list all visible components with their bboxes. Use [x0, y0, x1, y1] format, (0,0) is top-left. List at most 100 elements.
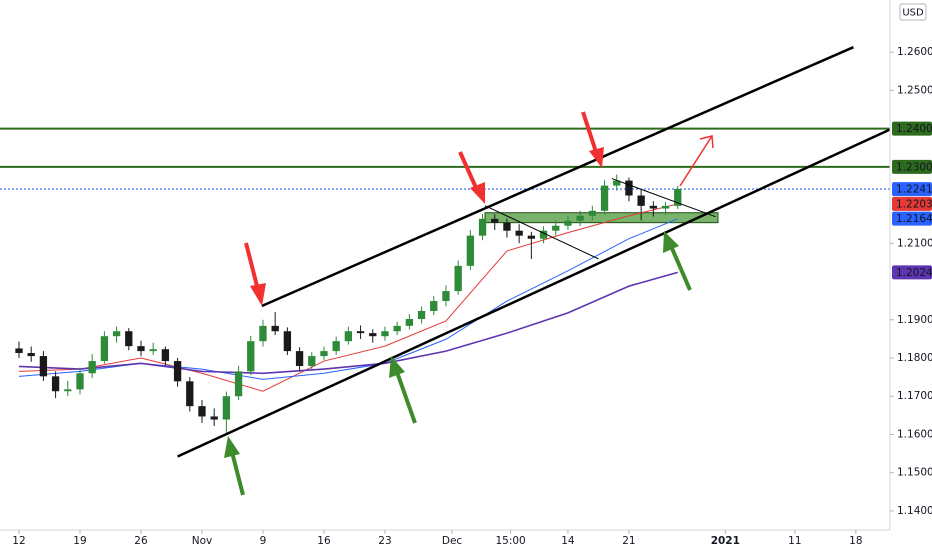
plot-area	[0, 46, 890, 458]
trendline	[261, 46, 854, 308]
candle-body	[430, 301, 438, 311]
candle-body	[64, 389, 72, 392]
x-tick-label: Nov	[192, 535, 213, 547]
candle-body	[552, 225, 560, 231]
candle-body	[173, 361, 182, 382]
candle-body	[27, 353, 35, 357]
arrow	[581, 111, 598, 153]
moving-average	[18, 271, 678, 375]
green-arrows	[224, 231, 692, 496]
candle-body	[51, 376, 60, 392]
trendline	[484, 205, 599, 260]
x-tick-label: 19	[73, 535, 86, 547]
candle-body	[515, 230, 523, 236]
arrow-head	[389, 356, 405, 378]
y-tick-label: 1.17000	[897, 390, 932, 402]
candle-body	[271, 325, 279, 332]
candle-body	[210, 416, 218, 420]
candle-body	[222, 396, 231, 420]
x-tick-label: 26	[134, 535, 148, 547]
x-tick-label: Dec	[442, 535, 463, 547]
x-tick-label: 16	[317, 535, 331, 547]
candle-body	[491, 218, 499, 223]
candle-body	[478, 218, 487, 236]
candle-body	[576, 215, 584, 221]
x-tick-label: 15:00	[495, 535, 525, 547]
candle-body	[76, 373, 84, 390]
price-label: 1.20240	[896, 267, 932, 279]
candle-body	[625, 180, 633, 196]
candle-body	[161, 349, 170, 362]
candle-body	[442, 291, 450, 302]
annotations	[224, 111, 714, 496]
candle-body	[39, 356, 48, 377]
arrow-head	[224, 436, 240, 458]
candle-body	[674, 189, 682, 206]
support-zone	[484, 212, 719, 224]
candle-body	[308, 356, 316, 367]
candle-body	[637, 195, 645, 206]
candle-body	[320, 351, 328, 357]
candle-body	[112, 331, 121, 337]
candle-body	[539, 230, 548, 239]
arrow	[669, 245, 692, 291]
target-arrow	[679, 135, 714, 187]
arrow-head	[589, 147, 604, 168]
arrow	[458, 151, 479, 191]
candle-body	[466, 235, 475, 266]
arrow-head	[663, 231, 679, 253]
candle-body	[527, 235, 536, 239]
candle-body	[295, 351, 304, 367]
candle-body	[15, 348, 23, 354]
currency-box	[899, 3, 927, 21]
x-tick-label: 21	[622, 535, 635, 547]
arrow	[244, 242, 260, 291]
candle-body	[88, 361, 96, 374]
y-tick-label: 1.14000	[897, 505, 932, 517]
candle-body	[332, 341, 340, 352]
price-label-box	[892, 121, 932, 136]
price-label: 1.22419	[896, 184, 932, 196]
red-arrows	[244, 111, 604, 306]
moving-average	[18, 203, 678, 392]
candle-body	[344, 331, 353, 342]
arrow	[679, 135, 713, 187]
candle-body	[503, 222, 511, 231]
price-label-box	[892, 211, 932, 226]
y-tick-label: 1.26000	[897, 46, 932, 58]
x-tick-label: 23	[378, 535, 391, 547]
candle-body	[198, 406, 206, 417]
candle-body	[588, 210, 597, 216]
y-tick-label: 1.19000	[897, 314, 932, 326]
candle-body	[137, 346, 145, 352]
candle-body	[283, 331, 292, 352]
x-tick-label: 14	[561, 535, 575, 547]
candle-body	[564, 220, 572, 226]
price-label-box	[892, 196, 932, 211]
price-label: 1.23000	[896, 161, 932, 173]
price-label: 1.22030	[896, 198, 932, 210]
trendline	[177, 128, 890, 458]
y-tick-label: 1.16000	[897, 428, 932, 440]
candle-body	[393, 325, 401, 332]
candle-body	[234, 371, 243, 397]
x-tick-label: 12	[12, 535, 25, 547]
x-tick-label: 2021	[711, 535, 740, 547]
candle-body	[125, 331, 133, 347]
candle-body	[356, 331, 365, 334]
arrow-head	[250, 283, 266, 306]
candle-body	[661, 205, 670, 209]
y-tick-label: 1.25000	[897, 84, 932, 96]
candle-body	[369, 333, 377, 337]
trendline	[611, 178, 716, 218]
price-label: 1.24000	[896, 123, 932, 135]
x-tick-label: 9	[260, 535, 267, 547]
price-label: 1.21647	[896, 213, 932, 225]
candle-body	[600, 185, 609, 211]
candle-body	[259, 325, 267, 342]
candle-body	[247, 341, 255, 372]
candle-body	[417, 310, 426, 319]
x-tick-label: 11	[788, 535, 801, 547]
candle-body	[186, 381, 194, 407]
